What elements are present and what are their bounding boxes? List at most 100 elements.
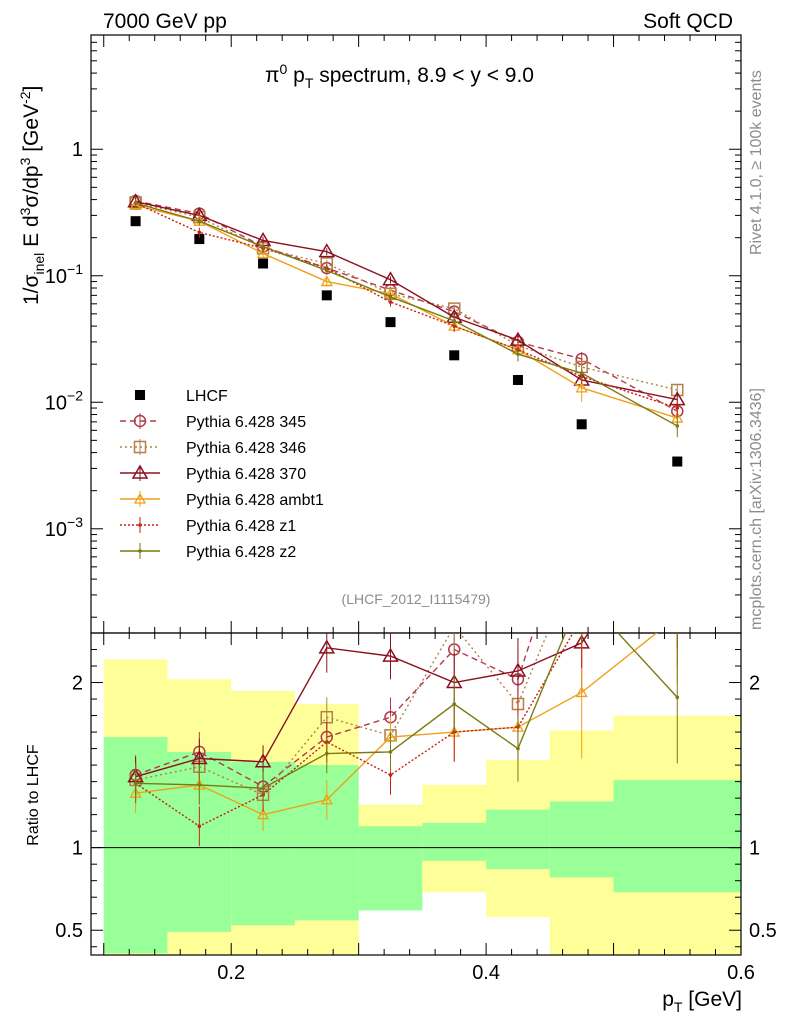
ratio-point — [388, 750, 393, 754]
legend-label: LHCF — [186, 388, 228, 405]
band-inner — [486, 809, 550, 870]
legend-item-p346: Pythia 6.428 346 — [120, 439, 306, 457]
ratio-plot-frame: 0.2 0.4 0.6 0.5 0.5 1 1 2 2 — [55, 632, 777, 984]
data-point — [512, 374, 523, 385]
ratio-point — [672, 611, 682, 620]
legend-label: Pythia 6.428 ambt1 — [186, 492, 324, 509]
legend-item-z2: Pythia 6.428 z2 — [120, 543, 296, 561]
ratio-point — [320, 793, 333, 805]
series-line — [135, 202, 678, 409]
legend-marker — [131, 464, 149, 479]
legend-label: Pythia 6.428 345 — [186, 414, 306, 431]
ratio-point — [449, 621, 460, 632]
ratio-point — [452, 702, 457, 706]
mcplots-label: mcplots.cern.ch [arXiv:1306.3436] — [748, 388, 765, 630]
legend-item-p370: Pythia 6.428 370 — [120, 464, 306, 483]
ratio-point — [324, 751, 329, 756]
band-inner — [422, 822, 487, 861]
ratio-y-tick-label: 0.5 — [55, 920, 83, 942]
data-point — [133, 201, 138, 205]
legend-marker — [138, 523, 142, 527]
data-point — [579, 371, 584, 375]
data-point — [261, 244, 265, 249]
data-point — [382, 271, 399, 286]
legend-marker — [135, 390, 145, 400]
data-point — [675, 406, 680, 410]
data-point — [197, 230, 202, 235]
legend-label: Pythia 6.428 z2 — [186, 544, 296, 561]
series-z2 — [133, 198, 680, 438]
ratio-y-tick-label: 2 — [72, 673, 83, 695]
data-point — [324, 268, 329, 273]
ratio-y-axis-label: Ratio to LHCF — [25, 744, 42, 846]
data-point — [197, 219, 202, 223]
ratio-point — [197, 824, 202, 828]
y-tick-label: 10−3 — [45, 514, 83, 541]
legend-label: Pythia 6.428 370 — [186, 466, 306, 483]
ratio-point — [254, 753, 272, 768]
legend: LHCF Pythia 6.428 345 Pythia 6.428 346 Pyth… — [120, 388, 324, 561]
data-point — [575, 381, 588, 393]
ratio-point — [133, 781, 138, 786]
data-point — [194, 234, 205, 245]
series-line — [135, 200, 678, 412]
legend-item-ambt1: Pythia 6.428 ambt1 — [120, 491, 324, 509]
x-tick-label: 0.2 — [217, 962, 245, 984]
main-plot-frame: 1 10−1 10−2 10−3 — [45, 34, 742, 634]
ratio-point — [672, 594, 683, 605]
ratio-y-tick-label-right: 2 — [749, 673, 760, 695]
main-y-axis-label: 1/σinel E d3σ/dp3 [GeV-2] — [17, 86, 47, 305]
legend-item-p345: Pythia 6.428 345 — [120, 413, 306, 431]
legend-item-z1: Pythia 6.428 z1 — [120, 517, 296, 535]
ratio-point — [670, 494, 684, 506]
ratio-point — [509, 662, 527, 677]
data-point — [130, 216, 141, 227]
data-point — [388, 295, 393, 299]
analysis-watermark: (LHCF_2012_I1115479) — [342, 591, 491, 607]
series-p345 — [129, 194, 684, 420]
legend-marker — [133, 492, 147, 504]
header-right: Soft QCD — [643, 10, 733, 33]
ratio-point — [580, 592, 584, 596]
data-point — [388, 300, 393, 304]
legend-marker — [133, 414, 147, 428]
rivet-label: Rivet 4.1.0, ≥ 100k events — [748, 70, 765, 255]
ratio-point — [388, 773, 393, 777]
data-point — [318, 243, 336, 258]
y-tick-label: 1 — [72, 139, 83, 161]
ratio-series-z2 — [133, 592, 680, 805]
ratio-frame-box — [90, 632, 742, 956]
x-axis-label: pT [GeV] — [662, 988, 742, 1015]
ratio-point — [675, 695, 680, 700]
legend-marker — [133, 440, 147, 454]
legend-label: Pythia 6.428 z1 — [186, 518, 296, 535]
ratio-point — [516, 746, 520, 751]
data-point — [258, 258, 269, 269]
data-point — [320, 275, 333, 287]
y-tick-label: 10−2 — [45, 387, 83, 414]
ratio-point — [675, 582, 679, 586]
ratio-point — [575, 686, 588, 698]
x-tick-label: 0.6 — [727, 962, 755, 984]
legend-label: Pythia 6.428 346 — [186, 440, 306, 457]
data-point — [129, 199, 142, 211]
data-point — [516, 352, 520, 356]
ratio-point — [197, 783, 202, 787]
data-point — [256, 247, 270, 259]
main-plot-marks — [127, 193, 686, 467]
y-tick-label: 10−1 — [45, 261, 83, 288]
data-point — [321, 290, 332, 301]
ratio-point — [191, 750, 208, 765]
band-inner — [358, 826, 423, 911]
data-point — [576, 419, 587, 430]
series-line — [135, 201, 678, 391]
ratio-point — [576, 545, 587, 556]
legend-marker — [138, 549, 142, 553]
data-point — [385, 317, 396, 328]
ratio-point — [382, 647, 399, 662]
ratio-line — [135, 633, 574, 828]
header-left: 7000 GeV pp — [103, 10, 227, 33]
ratio-line — [135, 633, 534, 788]
